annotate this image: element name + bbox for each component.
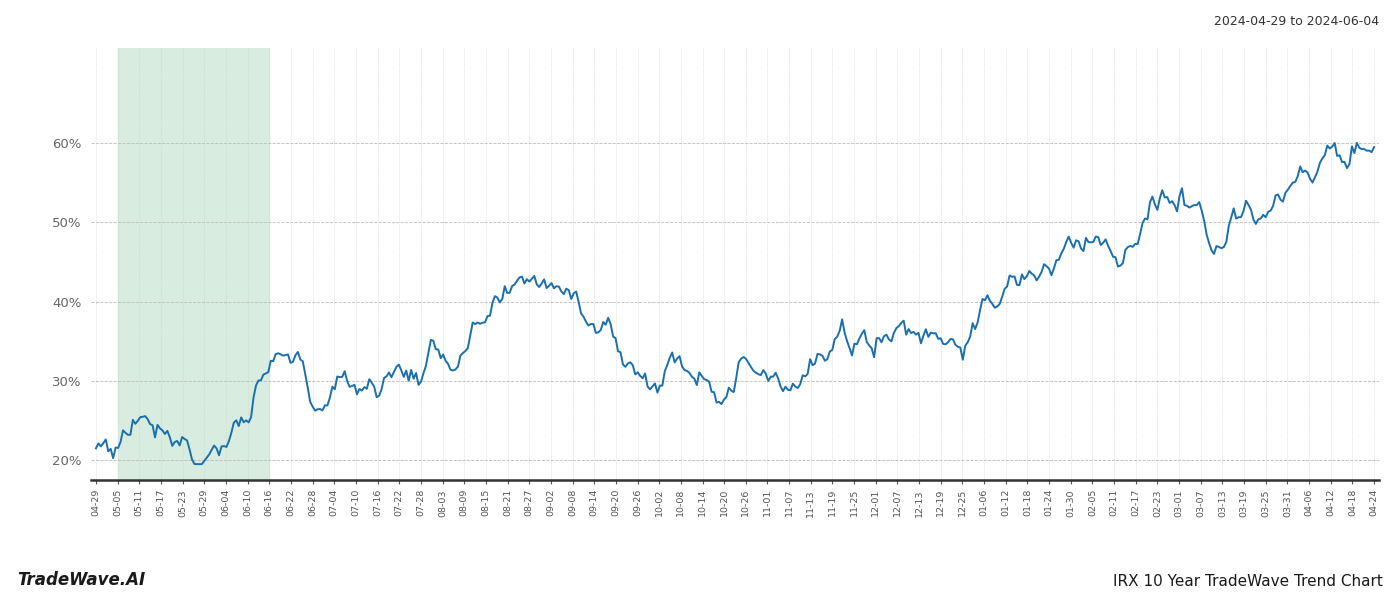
Text: TradeWave.AI: TradeWave.AI bbox=[17, 571, 146, 589]
Text: IRX 10 Year TradeWave Trend Chart: IRX 10 Year TradeWave Trend Chart bbox=[1113, 574, 1383, 589]
Text: 2024-04-29 to 2024-06-04: 2024-04-29 to 2024-06-04 bbox=[1214, 15, 1379, 28]
Bar bbox=[118, 48, 269, 480]
